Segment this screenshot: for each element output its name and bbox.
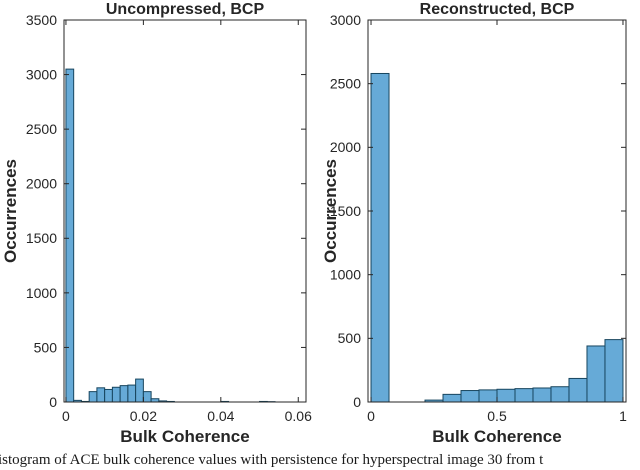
y-tick-label: 2000 <box>26 176 57 192</box>
histogram-bar <box>532 387 552 403</box>
y-tick-label: 1000 <box>26 285 57 301</box>
y-tick-label: 2500 <box>330 76 361 92</box>
y-tick-label: 1000 <box>330 267 361 283</box>
histogram-uncompressed: 0 0.02 0.04 0.06 0 500 1000 1500 2000 2500 3000 350… <box>1 1 312 446</box>
histogram-bar <box>370 72 390 403</box>
histogram-bar <box>127 384 137 403</box>
histogram-bar <box>104 388 113 403</box>
x-tick-label: 0.04 <box>207 408 234 424</box>
y-tick-label: 3000 <box>26 66 57 82</box>
y-tick-label: 0 <box>49 394 57 410</box>
y-tick-label: 500 <box>34 339 58 355</box>
x-tick-label: 0 <box>62 408 70 424</box>
x-tick-label: 1 <box>619 408 627 424</box>
x-tick-label: 0.02 <box>130 408 157 424</box>
y-tick-label: 500 <box>338 330 362 346</box>
figure-caption: istogram of ACE bulk coherence values wi… <box>0 452 544 468</box>
histogram-bar <box>119 385 129 403</box>
histogram-bar <box>65 68 75 403</box>
y-tick-label: 2500 <box>26 121 57 137</box>
y-tick-label: 1500 <box>26 230 57 246</box>
histogram-bar <box>96 387 106 403</box>
y-tick-label: 3000 <box>330 12 361 28</box>
histogram-bar <box>478 389 498 403</box>
histogram-bar <box>604 339 624 403</box>
histogram-bar <box>460 390 480 403</box>
y-tick-label: 1500 <box>330 203 361 219</box>
x-axis-label: Bulk Coherence <box>120 427 249 446</box>
y-tick-label: 3500 <box>26 12 57 28</box>
histogram-bar <box>586 345 606 403</box>
chart-title: Uncompressed, BCP <box>106 1 265 18</box>
y-tick-label: 0 <box>353 394 361 410</box>
axes-box <box>63 19 307 403</box>
y-tick-label: 2000 <box>330 139 361 155</box>
x-tick-label: 0.06 <box>285 408 312 424</box>
histogram-bar <box>496 388 516 403</box>
histogram-reconstructed: 0 0.5 1 0 500 1000 1500 2000 2500 3000 Reconstruct… <box>321 1 627 446</box>
histogram-bar <box>442 393 462 403</box>
chart-title: Reconstructed, BCP <box>420 1 575 18</box>
histogram-bar <box>111 386 121 403</box>
histogram-bar <box>514 388 534 403</box>
histogram-bar <box>568 377 588 403</box>
y-axis-label: Occurrences <box>321 159 340 263</box>
axes-box <box>367 19 627 403</box>
x-tick-label: 0.5 <box>487 408 507 424</box>
histogram-bar <box>550 386 570 403</box>
histogram-bar <box>88 391 98 403</box>
y-axis-label: Occurrences <box>1 159 20 263</box>
x-tick-label: 0 <box>367 408 375 424</box>
histogram-bar <box>142 391 152 403</box>
histogram-bar <box>135 378 144 403</box>
charts-row: 0 0.02 0.04 0.06 0 500 1000 1500 2000 2500 3000 350… <box>1 1 627 446</box>
x-axis-label: Bulk Coherence <box>432 427 561 446</box>
